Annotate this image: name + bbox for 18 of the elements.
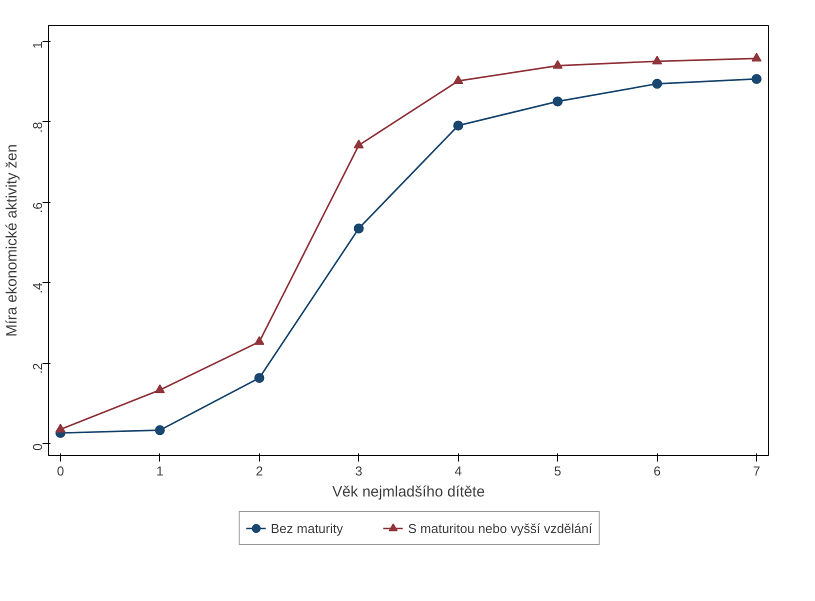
x-tick-label: 7 (752, 464, 760, 478)
y-axis-title: Míra ekonomické aktivity žen (4, 144, 20, 337)
x-tick-label: 5 (554, 464, 562, 478)
x-tick-label: 0 (56, 464, 64, 478)
legend-label: Bez maturity (270, 520, 343, 536)
x-tick-label: 2 (256, 464, 263, 478)
y-tick-label: .8 (30, 122, 45, 133)
y-tick-label: .6 (30, 202, 45, 214)
legend-label: S maturitou nebo vyšší vzdělání (408, 520, 592, 536)
y-tick-label: .2 (30, 363, 45, 374)
x-tick-label: 4 (454, 464, 462, 478)
y-tick-label: 0 (30, 443, 45, 451)
x-tick-label: 3 (355, 464, 362, 478)
y-tick-label: 1 (30, 42, 45, 49)
x-axis-title: Věk nejmladšího dítěte (332, 484, 485, 500)
y-tick-label: .4 (30, 282, 45, 294)
x-tick-label: 1 (156, 464, 164, 478)
x-tick-label: 6 (654, 464, 661, 478)
